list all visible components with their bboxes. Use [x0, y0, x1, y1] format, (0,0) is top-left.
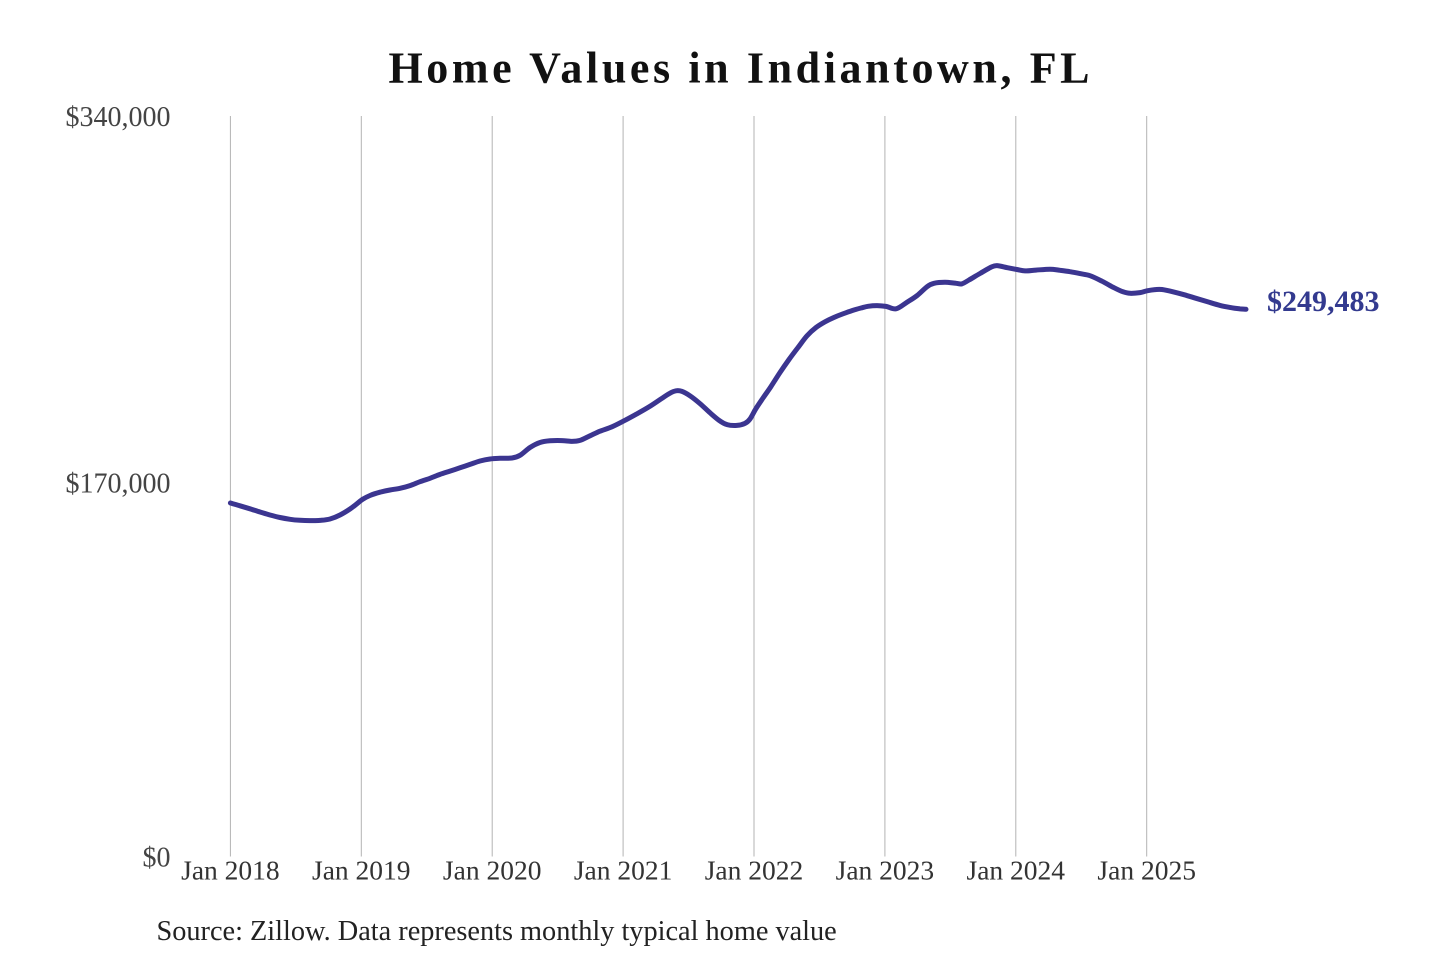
svg-text:Jan 2021: Jan 2021 — [574, 855, 673, 886]
svg-text:$340,000: $340,000 — [66, 102, 171, 133]
svg-text:Home Values in Indiantown, FL: Home Values in Indiantown, FL — [388, 43, 1093, 92]
svg-text:Jan 2023: Jan 2023 — [836, 855, 935, 886]
svg-text:Jan 2024: Jan 2024 — [967, 855, 1066, 886]
svg-text:Source: Zillow. Data represent: Source: Zillow. Data represents monthly … — [157, 916, 837, 947]
svg-text:Jan 2019: Jan 2019 — [312, 855, 411, 886]
svg-text:Jan 2018: Jan 2018 — [181, 855, 280, 886]
svg-text:Jan 2025: Jan 2025 — [1097, 855, 1196, 886]
svg-text:Jan 2022: Jan 2022 — [705, 855, 804, 886]
svg-text:$170,000: $170,000 — [66, 469, 171, 500]
svg-text:$0: $0 — [143, 843, 171, 874]
svg-text:Jan 2020: Jan 2020 — [443, 855, 542, 886]
svg-text:$249,483: $249,483 — [1267, 285, 1380, 318]
